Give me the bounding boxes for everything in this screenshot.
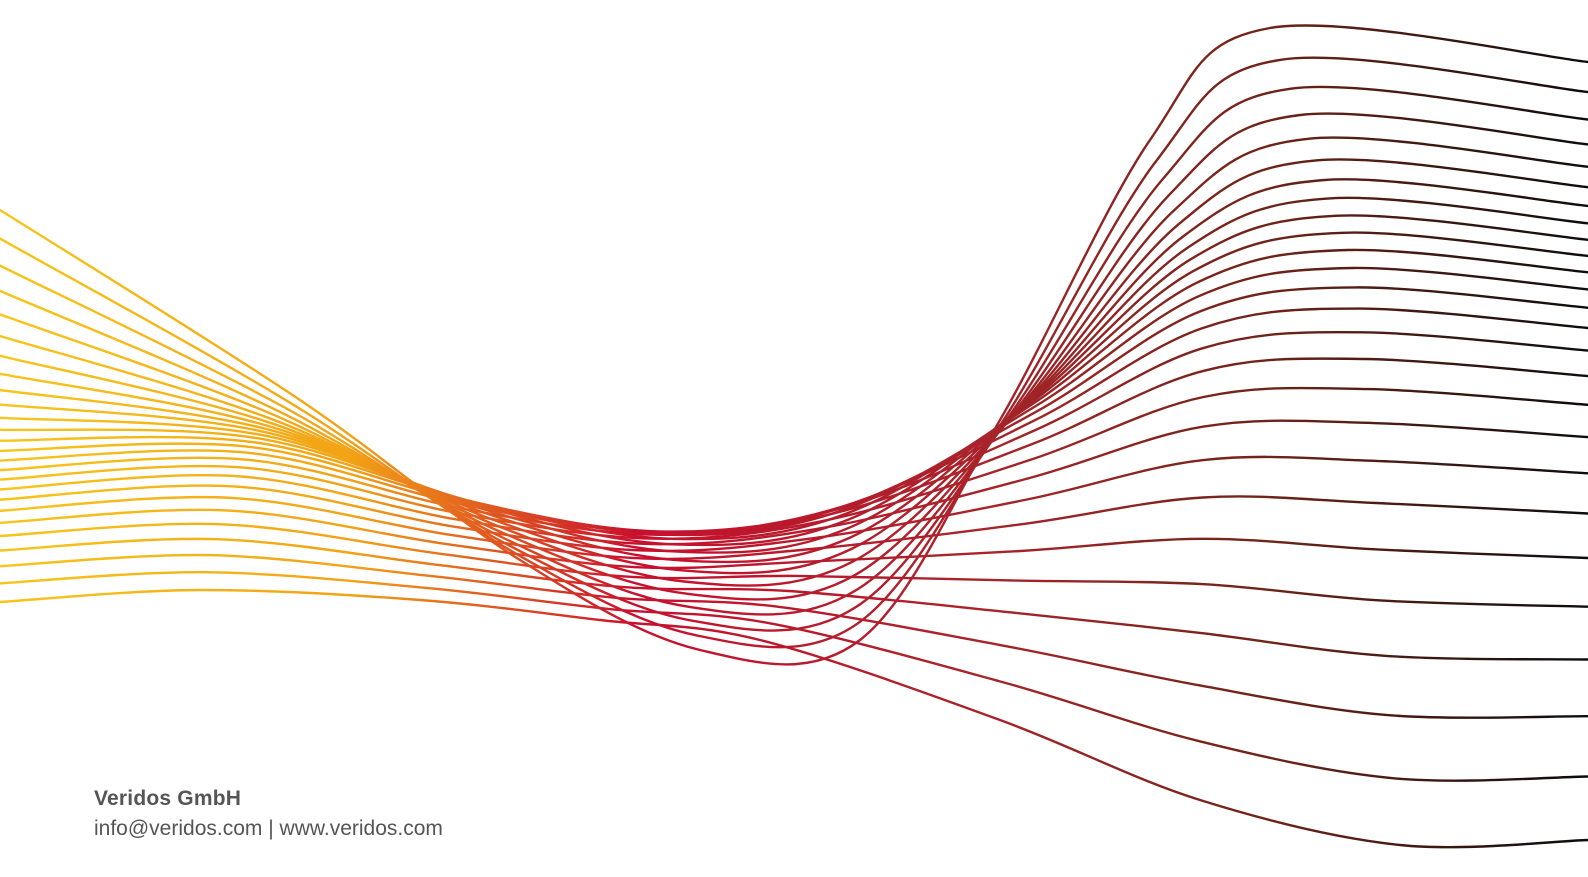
wave-line	[0, 24, 1588, 666]
wave-line	[0, 248, 1588, 541]
wave-line	[0, 588, 1588, 849]
wave-line	[0, 508, 1588, 570]
wave-line	[0, 419, 1588, 546]
wave-line	[0, 537, 1588, 661]
wave-line	[0, 455, 1588, 553]
wave-line	[0, 495, 1588, 561]
contact-line: info@veridos.com | www.veridos.com	[94, 814, 443, 844]
wave-line	[0, 158, 1588, 587]
wave-line	[0, 286, 1588, 534]
wave-line	[0, 56, 1588, 649]
wave-line	[0, 214, 1588, 554]
wave-line	[0, 357, 1588, 537]
wave-line	[0, 112, 1588, 616]
wave-line	[0, 330, 1588, 534]
wave-line	[0, 85, 1588, 632]
wave-line	[0, 522, 1588, 608]
website-link[interactable]: www.veridos.com	[279, 817, 443, 840]
wave-line	[0, 231, 1588, 547]
wave-line	[0, 553, 1588, 719]
email-link[interactable]: info@veridos.com	[94, 817, 263, 840]
footer-contact: Veridos GmbH info@veridos.com | www.veri…	[94, 786, 443, 844]
company-name: Veridos GmbH	[94, 787, 242, 810]
wave-line	[0, 196, 1588, 564]
wave-line	[0, 178, 1588, 575]
wave-line	[0, 570, 1588, 782]
contact-separator: |	[268, 817, 274, 840]
wave-line	[0, 386, 1588, 540]
